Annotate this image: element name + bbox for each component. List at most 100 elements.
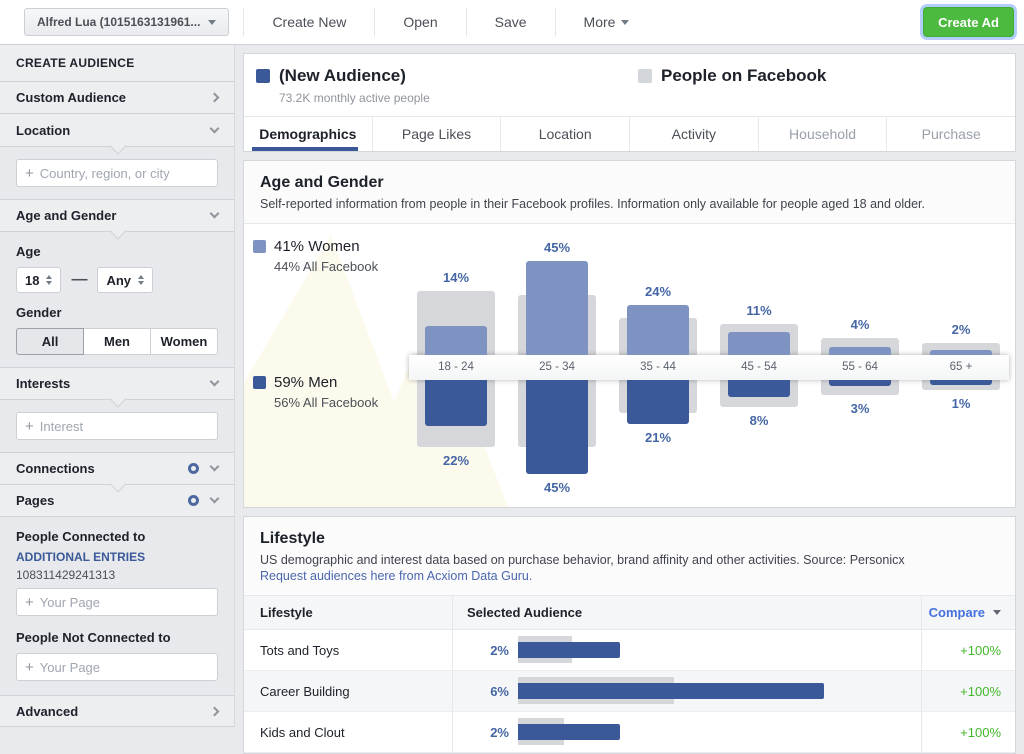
men-percent-label: 21% — [608, 430, 708, 445]
location-panel: + — [0, 147, 234, 199]
your-page-input-box[interactable]: + — [16, 588, 218, 616]
tab-location[interactable]: Location — [500, 117, 629, 151]
age-gender-panel: Age 18 — Any Gender All Men Women — [0, 232, 234, 367]
age-axis-strip: 18 - 24 25 - 34 35 - 44 45 - 54 55 - 64 … — [409, 355, 1009, 380]
filter-badge-icon — [188, 463, 199, 474]
row-percent: 2% — [467, 643, 509, 658]
section-notch-divider — [0, 399, 234, 400]
chevron-right-icon — [210, 93, 220, 103]
account-selector-dropdown[interactable]: Alfred Lua (1015163131961... — [24, 8, 229, 36]
gender-option-all[interactable]: All — [16, 328, 84, 355]
selected-audience-title: (New Audience) — [279, 66, 430, 86]
age-min-select[interactable]: 18 — [16, 267, 61, 293]
lifestyle-description: US demographic and interest data based o… — [260, 553, 999, 567]
stepper-icon — [46, 275, 52, 285]
audience-header-card: (New Audience) 73.2K monthly active peop… — [243, 53, 1016, 152]
open-button[interactable]: Open — [377, 14, 463, 30]
tab-purchase[interactable]: Purchase — [886, 117, 1015, 151]
lifestyle-row-label: Tots and Toys — [244, 643, 452, 658]
men-all-facebook-label: 56% All Facebook — [274, 395, 378, 410]
selected-audience-subtitle: 73.2K monthly active people — [279, 91, 430, 105]
sidebar-item-custom-audience[interactable]: Custom Audience — [0, 82, 234, 114]
tab-household[interactable]: Household — [758, 117, 887, 151]
men-percent-label: 8% — [709, 413, 809, 428]
age-gender-card: Age and Gender Self-reported information… — [243, 160, 1016, 508]
women-percent-label: 4% — [810, 317, 910, 332]
compare-label: Compare — [929, 605, 985, 620]
account-selector-label: Alfred Lua (1015163131961... — [37, 15, 200, 29]
compare-audience-swatch-icon — [638, 69, 652, 83]
tab-page-likes[interactable]: Page Likes — [372, 117, 501, 151]
sidebar-item-advanced[interactable]: Advanced — [0, 695, 234, 727]
age-min-value: 18 — [25, 273, 39, 288]
toolbar-divider — [374, 8, 375, 36]
interests-label: Interests — [16, 376, 70, 391]
section-notch-divider — [0, 146, 234, 147]
interest-input-box[interactable]: + — [16, 412, 218, 440]
women-legend-label: 41% Women — [274, 238, 360, 255]
create-new-button[interactable]: Create New — [246, 14, 372, 30]
gender-segmented-control: All Men Women — [16, 328, 218, 355]
insights-tabs: Demographics Page Likes Location Activit… — [244, 116, 1015, 151]
interests-panel: + — [0, 400, 234, 452]
row-compare-value: +100% — [922, 643, 1015, 658]
your-page-input[interactable] — [40, 595, 209, 610]
age-gender-description: Self-reported information from people in… — [260, 197, 999, 211]
table-row[interactable]: Kids and Clout 2% +100% — [244, 712, 1015, 753]
row-compare-value: +100% — [922, 684, 1015, 699]
more-menu-button[interactable]: More — [558, 14, 656, 30]
age-tick-label: 25 - 34 — [507, 355, 607, 380]
age-max-select[interactable]: Any — [97, 267, 153, 293]
lifestyle-table: Lifestyle Selected Audience Compare Tots… — [244, 596, 1015, 753]
main-content: (New Audience) 73.2K monthly active peop… — [235, 45, 1024, 727]
lifestyle-table-header: Lifestyle Selected Audience Compare — [244, 596, 1015, 630]
table-row[interactable]: Tots and Toys 2% +100% — [244, 630, 1015, 671]
stepper-icon — [138, 275, 144, 285]
women-percent-label: 14% — [406, 270, 506, 285]
plus-icon: + — [25, 659, 34, 676]
age-tick-label: 35 - 44 — [608, 355, 708, 380]
plus-icon: + — [25, 594, 34, 611]
men-legend-label: 59% Men — [274, 374, 337, 391]
save-button[interactable]: Save — [469, 14, 553, 30]
pages-label: Pages — [16, 493, 54, 508]
col-header-lifestyle: Lifestyle — [244, 605, 452, 620]
filter-badge-icon — [188, 495, 199, 506]
lifestyle-title: Lifestyle — [260, 530, 999, 548]
age-tick-label: 65 + — [911, 355, 1011, 380]
age-label: Age — [16, 244, 218, 259]
chevron-down-icon — [621, 20, 629, 25]
location-input[interactable] — [40, 166, 209, 181]
chevron-down-icon — [993, 610, 1001, 615]
toolbar-divider — [243, 8, 244, 36]
your-page-not-connected-input[interactable] — [40, 660, 209, 675]
interest-input[interactable] — [40, 419, 209, 434]
create-ad-button[interactable]: Create Ad — [923, 7, 1014, 37]
selected-audience-swatch-icon — [256, 69, 270, 83]
location-input-box[interactable]: + — [16, 159, 218, 187]
advanced-label: Advanced — [16, 704, 78, 719]
table-row[interactable]: Career Building 6% +100% — [244, 671, 1015, 712]
women-percent-label: 45% — [507, 240, 607, 255]
toolbar-divider — [555, 8, 556, 36]
toolbar-divider — [466, 8, 467, 36]
create-audience-sidebar: CREATE AUDIENCE Custom Audience Location… — [0, 45, 235, 727]
your-page-not-connected-input-box[interactable]: + — [16, 653, 218, 681]
row-percent: 6% — [467, 684, 509, 699]
gender-option-men[interactable]: Men — [83, 328, 151, 355]
tab-demographics[interactable]: Demographics — [244, 117, 372, 151]
acxiom-request-link[interactable]: Request audiences here from Acxiom Data … — [260, 569, 999, 583]
tab-activity[interactable]: Activity — [629, 117, 758, 151]
pages-panel: People Connected to ADDITIONAL ENTRIES 1… — [0, 517, 234, 695]
connections-label: Connections — [16, 461, 95, 476]
top-toolbar: Alfred Lua (1015163131961... Create New … — [0, 0, 1024, 45]
additional-entries-link[interactable]: ADDITIONAL ENTRIES — [16, 550, 218, 564]
chevron-right-icon — [210, 706, 220, 716]
age-range-dash: — — [71, 271, 87, 289]
men-percent-label: 1% — [911, 396, 1011, 411]
more-menu-label: More — [584, 14, 616, 30]
gender-option-women[interactable]: Women — [150, 328, 218, 355]
age-tick-label: 55 - 64 — [810, 355, 910, 380]
section-notch-divider — [0, 231, 234, 232]
col-header-compare[interactable]: Compare — [922, 605, 1015, 620]
